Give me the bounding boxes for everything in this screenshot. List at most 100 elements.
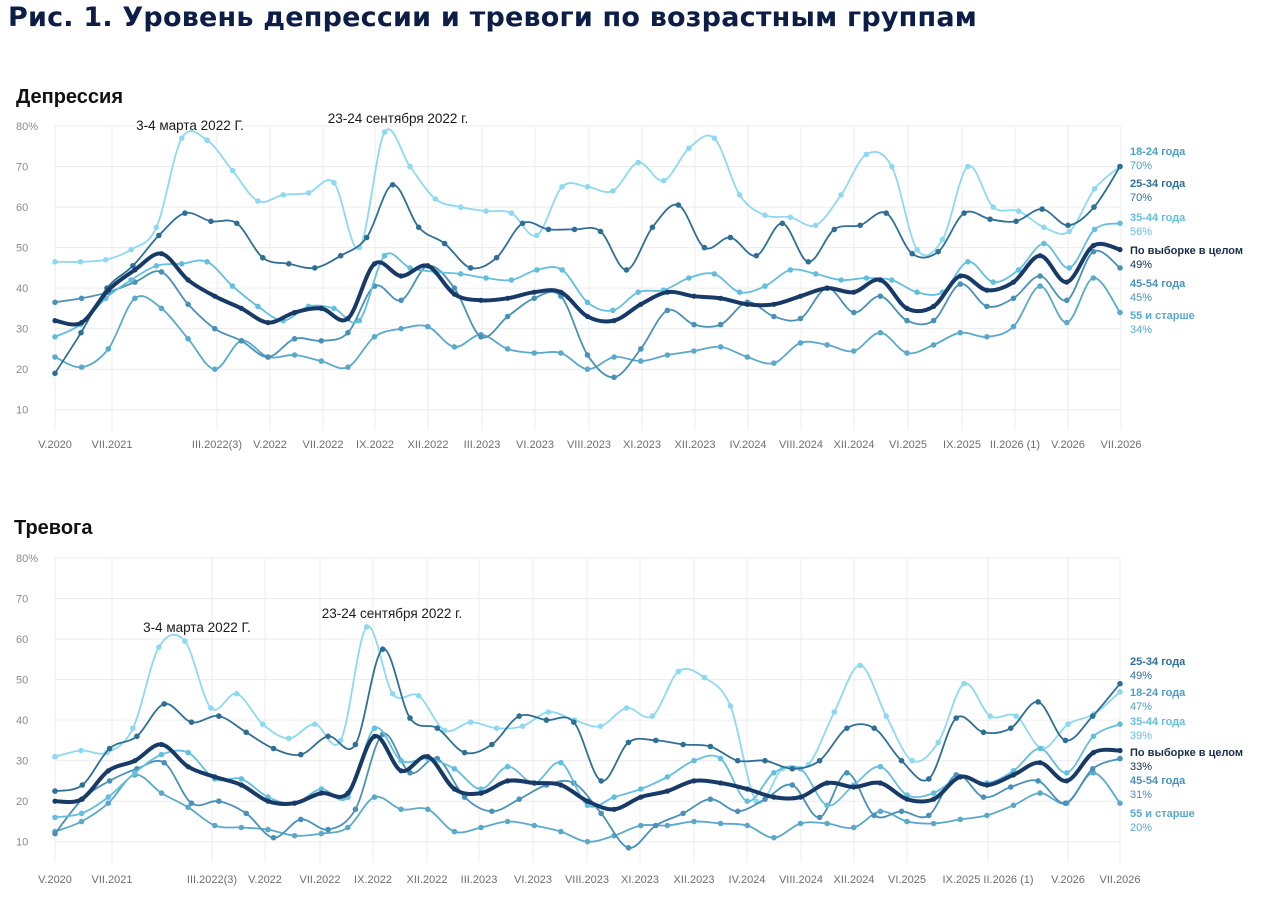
x-tick-label: IX.2022 [356, 439, 394, 451]
data-point-55+ [1117, 800, 1123, 806]
data-point-18-24 [812, 222, 819, 229]
data-point-35-44 [318, 786, 325, 792]
y-tick-label: 80% [16, 121, 38, 133]
x-tick-label: III.2022(3) [187, 874, 237, 886]
x-tick-label: VIII.2023 [567, 439, 611, 451]
x-tick-label: VI.2023 [514, 874, 552, 886]
data-point-25-34 [52, 370, 58, 377]
data-point-25-34 [1062, 737, 1069, 744]
data-point-45-54 [1117, 265, 1123, 271]
data-point-45-54 [504, 313, 511, 320]
data-point-45-54 [489, 808, 495, 815]
data-point-45-54 [984, 303, 990, 310]
data-point-18-24 [407, 163, 413, 170]
data-point-55+ [265, 826, 271, 833]
data-point-25-34 [883, 210, 889, 216]
annotation-label: 3-4 марта 2022 Г. [143, 620, 251, 635]
data-point-35-44 [371, 725, 378, 731]
data-point-55+ [957, 329, 964, 336]
x-tick-label: V.2026 [1051, 439, 1085, 451]
x-tick-label: VII.2026 [1100, 874, 1141, 886]
data-point-45-54 [904, 317, 910, 324]
data-point-55+ [611, 354, 617, 360]
data-point-total [238, 782, 244, 788]
data-point-25-34 [434, 725, 441, 731]
data-point-25-34 [352, 741, 359, 748]
x-tick-label: VI.2025 [888, 874, 926, 886]
data-point-total [185, 764, 191, 770]
data-point-25-34 [831, 226, 838, 233]
data-point-total [79, 320, 85, 326]
legend-name-35-44: 35-44 года [1130, 716, 1186, 728]
data-point-25-34 [1039, 206, 1045, 212]
data-point-total [877, 780, 884, 786]
data-point-18-24 [649, 713, 656, 719]
data-point-25-34 [519, 220, 526, 227]
data-point-18-24 [939, 236, 946, 243]
data-point-25-34 [789, 766, 796, 772]
data-point-55+ [345, 364, 351, 370]
x-tick-label: VII.2022 [303, 439, 344, 451]
data-point-18-24 [559, 184, 565, 190]
data-point-55+ [398, 806, 404, 813]
data-point-55+ [425, 323, 431, 330]
data-point-total [265, 798, 271, 804]
data-point-35-44 [356, 317, 363, 324]
data-point-25-34 [857, 222, 863, 229]
y-tick-label: 60 [16, 634, 28, 646]
data-point-35-44 [930, 790, 937, 796]
data-point-total [345, 790, 351, 796]
data-point-45-54 [158, 269, 165, 275]
y-tick-label: 70 [16, 162, 28, 174]
data-point-total [158, 251, 165, 257]
data-point-55+ [1037, 283, 1043, 289]
data-point-total [1037, 760, 1043, 766]
data-point-45-54 [265, 354, 271, 360]
data-point-35-44 [483, 275, 489, 281]
data-point-total [132, 267, 138, 273]
data-point-total [79, 796, 85, 802]
y-tick-label: 40 [16, 283, 28, 295]
data-point-total [1064, 279, 1070, 285]
series-25-34 [52, 646, 1123, 794]
data-point-55+ [1090, 275, 1097, 281]
data-point-25-34 [493, 254, 500, 261]
data-point-25-34 [1091, 204, 1097, 210]
data-point-45-54 [691, 321, 697, 328]
data-point-55+ [451, 344, 458, 350]
data-point-35-44 [559, 267, 565, 273]
data-point-18-24 [182, 638, 188, 644]
x-tick-label: IV.2024 [730, 439, 767, 451]
data-point-total [1090, 750, 1096, 756]
data-point-25-34 [909, 250, 915, 257]
data-point-35-44 [478, 786, 484, 792]
data-point-total [797, 794, 804, 800]
data-point-25-34 [980, 729, 987, 736]
y-tick-label: 20 [16, 796, 28, 808]
data-point-55+ [877, 808, 884, 815]
legend-name-18-24: 18-24 года [1130, 687, 1186, 699]
legend-name-45-54: 45-54 года [1130, 278, 1186, 290]
data-point-25-34 [1035, 699, 1041, 705]
data-point-45-54 [212, 325, 218, 332]
data-point-35-44 [78, 810, 85, 817]
data-point-18-24 [584, 184, 591, 190]
legend-value-35-44: 56% [1130, 226, 1152, 238]
legend-value-total: 49% [1130, 259, 1152, 271]
data-point-18-24 [286, 735, 292, 742]
data-point-45-54 [1010, 295, 1017, 302]
annotation-label: 3-4 марта 2022 Г. [136, 118, 244, 133]
data-point-25-34 [161, 701, 167, 707]
data-point-45-54 [161, 759, 167, 766]
data-point-45-54 [291, 336, 298, 342]
data-point-25-34 [234, 220, 240, 227]
x-tick-label: VI.2023 [516, 439, 554, 451]
data-point-total [691, 778, 697, 784]
data-point-35-44 [877, 763, 884, 770]
x-tick-label: IX.2022 [354, 874, 392, 886]
data-point-45-54 [298, 816, 304, 823]
data-point-45-54 [1064, 297, 1070, 304]
data-point-18-24 [457, 204, 464, 210]
data-point-35-44 [838, 277, 844, 283]
data-point-35-44 [508, 277, 515, 283]
